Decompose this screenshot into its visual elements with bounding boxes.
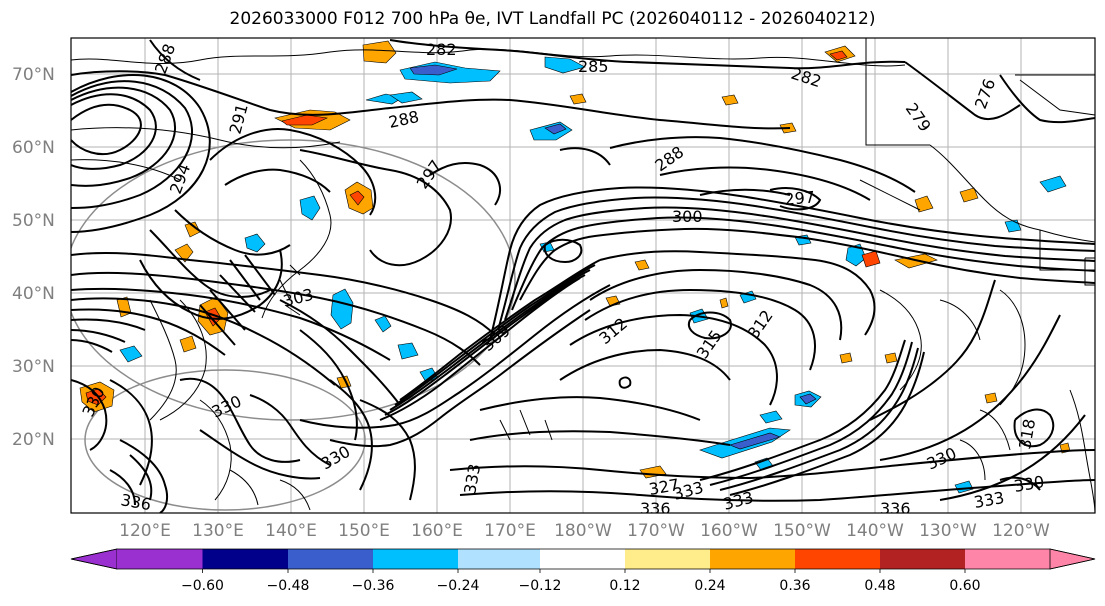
lon-label: 170°W: [627, 521, 685, 541]
lon-label: 140°W: [846, 521, 904, 541]
reference-circles: [71, 139, 516, 511]
lon-label: 160°E: [411, 521, 463, 541]
colorbar-segment: [965, 549, 1050, 569]
contour-label: 336: [640, 499, 671, 518]
theta-e-contours: [71, 39, 1095, 513]
contour-label: 336: [880, 499, 911, 518]
map-frame: [70, 37, 1096, 514]
colorbar-segment: [540, 549, 625, 569]
contour-label: 297: [784, 187, 816, 209]
longitude-labels: 120°E 130°E 140°E 150°E 160°E 170°E 180°…: [119, 521, 1050, 541]
colorbar-tick: −0.12: [519, 578, 562, 594]
colorbar-tick: 0.60: [949, 578, 980, 594]
colorbar-tick: −0.36: [352, 578, 395, 594]
lon-label: 150°W: [773, 521, 831, 541]
lon-label: 160°W: [700, 521, 758, 541]
lon-label: 120°E: [119, 521, 171, 541]
lon-label: 170°E: [484, 521, 536, 541]
map-title: 2026033000 F012 700 hPa θe, IVT Landfall…: [229, 9, 876, 29]
lat-label: 30°N: [12, 357, 55, 377]
colorbar-segment: [70, 548, 118, 570]
colorbar-tick: −0.48: [267, 578, 310, 594]
colorbar-outline: [70, 548, 1096, 570]
lat-label: 40°N: [12, 284, 55, 304]
colorbar-segment: [202, 549, 288, 569]
lon-label: 130°W: [919, 521, 977, 541]
lat-label: 60°N: [12, 138, 55, 158]
colorbar-segment: [795, 549, 880, 569]
colorbar: −0.60 −0.48 −0.36 −0.24 −0.12 0.12 0.24 …: [70, 548, 1096, 594]
map-layers: 282 285 282 279 276 288 288 288 294 297 …: [71, 38, 1095, 518]
colorbar-segment: [373, 549, 458, 569]
contour-label: 300: [672, 207, 703, 226]
colorbar-tick: 0.24: [694, 578, 725, 594]
contour-label: 285: [578, 57, 609, 76]
colorbar-tick: −0.60: [181, 578, 224, 594]
lat-label: 50°N: [12, 211, 55, 231]
lon-label: 180°W: [554, 521, 612, 541]
contour-label: 336: [119, 490, 152, 514]
colorbar-segment: [880, 549, 965, 569]
colorbar-segment: [288, 549, 373, 569]
lat-label: 70°N: [12, 65, 55, 85]
lon-label: 140°E: [265, 521, 317, 541]
latitude-labels: 70°N 60°N 50°N 40°N 30°N 20°N: [12, 65, 55, 450]
theta-e-thin-contours: [71, 127, 1026, 511]
lon-label: 150°E: [338, 521, 390, 541]
colorbar-tick: 0.36: [779, 578, 810, 594]
lon-label: 130°E: [192, 521, 244, 541]
contour-label: 282: [426, 40, 457, 59]
colorbar-segment: [625, 549, 710, 569]
colorbar-tick: 0.12: [609, 578, 640, 594]
colorbar-segment: [1049, 548, 1096, 570]
colorbar-tick: 0.48: [864, 578, 895, 594]
colorbar-segment: [710, 549, 795, 569]
colorbar-segment: [117, 549, 203, 569]
lon-label: 120°W: [992, 521, 1050, 541]
colorbar-tick: −0.24: [437, 578, 480, 594]
lat-label: 20°N: [12, 430, 55, 450]
colorbar-segment: [458, 549, 540, 569]
